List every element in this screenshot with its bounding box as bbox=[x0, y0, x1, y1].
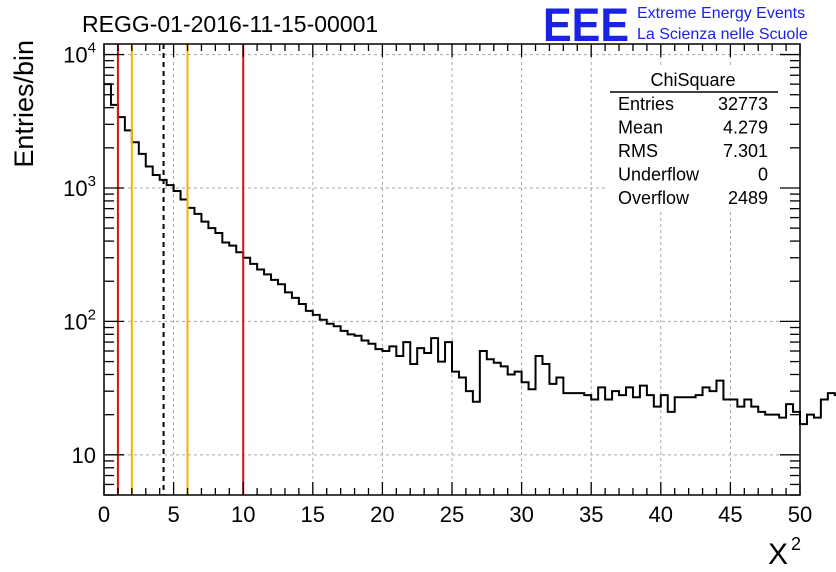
stats-box: ChiSquare Entries 32773 Mean 4.279 RMS 7.301 U… bbox=[608, 66, 778, 211]
stats-row-label: Mean bbox=[618, 118, 663, 138]
x-tick-label: 35 bbox=[579, 502, 603, 527]
stats-row-label: RMS bbox=[618, 141, 658, 161]
y-tick-label: 103 bbox=[63, 173, 96, 201]
y-tick-label-base: 10 bbox=[72, 443, 96, 468]
x-tick-label: 0 bbox=[98, 502, 110, 527]
stats-row-value: 0 bbox=[758, 165, 768, 185]
y-tick-label: 102 bbox=[63, 306, 96, 334]
axis-ticks bbox=[103, 44, 801, 496]
x-axis-label-superscript: 2 bbox=[791, 534, 801, 554]
eee-logo-line1: Extreme Energy Events bbox=[637, 5, 805, 22]
x-tick-label: 10 bbox=[231, 502, 255, 527]
eee-logo-line2: La Scienza nelle Scuole bbox=[637, 26, 808, 43]
eee-logo: EEE Extreme Energy Events La Scienza nel… bbox=[543, 0, 808, 51]
y-tick-label-base: 10 bbox=[63, 176, 87, 201]
marker-lines bbox=[116, 44, 245, 495]
stats-box-rows: Entries 32773 Mean 4.279 RMS 7.301 Underflow 0 O… bbox=[618, 94, 768, 208]
y-tick-label-base: 10 bbox=[63, 309, 87, 334]
stats-row-label: Entries bbox=[618, 94, 674, 114]
y-tick-label: 104 bbox=[63, 40, 96, 68]
eee-logo-mark: EEE bbox=[543, 0, 629, 51]
stats-box-background bbox=[608, 66, 778, 211]
x-tick-label: 25 bbox=[440, 502, 464, 527]
y-tick-label-exponent: 3 bbox=[88, 173, 96, 190]
x-tick-label: 40 bbox=[649, 502, 673, 527]
y-tick-label-exponent: 4 bbox=[88, 40, 96, 57]
stats-row-value: 4.279 bbox=[723, 118, 768, 138]
x-tick-label: 50 bbox=[788, 502, 812, 527]
x-axis-label: X 2 bbox=[768, 534, 801, 571]
plot-frame bbox=[103, 43, 801, 496]
y-tick-label: 10 bbox=[72, 443, 96, 468]
y-axis-label: Entries/bin bbox=[9, 40, 39, 168]
stats-row-value: 32773 bbox=[718, 94, 768, 114]
histogram-series bbox=[104, 83, 836, 426]
x-tick-label: 45 bbox=[718, 502, 742, 527]
stats-row-label: Overflow bbox=[618, 188, 690, 208]
stats-row-label: Underflow bbox=[618, 165, 700, 185]
x-tick-label: 5 bbox=[167, 502, 179, 527]
x-tick-label: 30 bbox=[509, 502, 533, 527]
stats-box-title: ChiSquare bbox=[650, 70, 735, 90]
chart-title: REGG-01-2016-11-15-00001 bbox=[82, 11, 378, 37]
y-tick-label-exponent: 2 bbox=[88, 306, 96, 323]
y-tick-label-base: 10 bbox=[63, 43, 87, 68]
stats-row-value: 2489 bbox=[728, 188, 768, 208]
x-axis-label-base: X bbox=[768, 538, 788, 571]
stats-row-value: 7.301 bbox=[723, 141, 768, 161]
x-tick-label: 15 bbox=[301, 502, 325, 527]
x-tick-label: 20 bbox=[370, 502, 394, 527]
x-tick-labels: 0 5 10 15 20 25 30 35 40 45 50 bbox=[98, 502, 812, 527]
